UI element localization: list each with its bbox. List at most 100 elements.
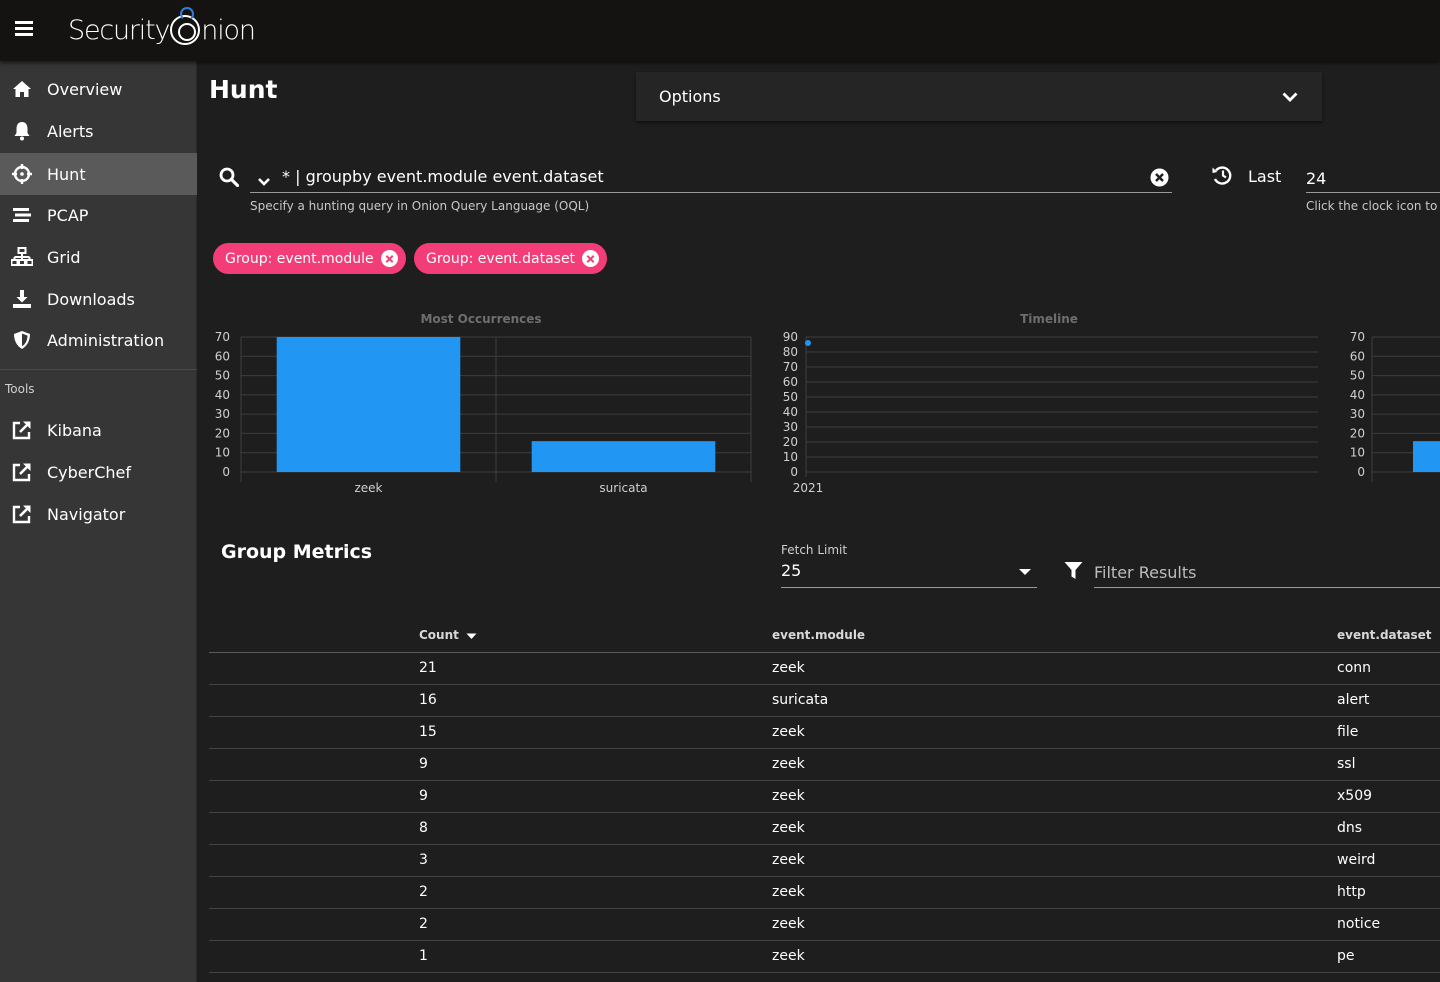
sidebar-item-overview[interactable]: Overview — [0, 68, 197, 110]
cell-event-dataset: pe — [1337, 948, 1355, 964]
crosshairs-icon — [11, 163, 33, 185]
time-range-label: Last — [1248, 167, 1282, 186]
cell-count: 8 — [419, 820, 428, 836]
sidebar-item-label: Navigator — [47, 504, 126, 524]
caret-down-icon[interactable] — [1019, 569, 1031, 575]
sitemap-icon — [11, 246, 33, 268]
logo-onion-mark — [170, 7, 201, 45]
close-chip-icon[interactable] — [582, 250, 599, 267]
sidebar-item-label: CyberChef — [47, 462, 132, 482]
most-occurrences-chart-title: Most Occurrences — [420, 312, 542, 326]
group-chip-event-dataset[interactable]: Group: event.dataset — [414, 243, 607, 274]
filter-results-input[interactable] — [1094, 560, 1440, 584]
fetch-limit-select[interactable] — [781, 556, 1037, 588]
history-clock-icon[interactable] — [1211, 165, 1233, 189]
time-range-input[interactable] — [1306, 165, 1440, 191]
cell-event-module: zeek — [772, 916, 805, 932]
sidebar-item-hunt[interactable]: Hunt — [0, 153, 197, 195]
cell-event-module: zeek — [772, 884, 805, 900]
cell-count: 3 — [419, 852, 428, 868]
y-tick-label: 30 — [215, 407, 230, 421]
fetch-limit-label: Fetch Limit — [781, 543, 848, 557]
search-icon[interactable] — [219, 167, 240, 191]
close-chip-icon[interactable] — [381, 250, 398, 267]
sidebar-item-cyberchef[interactable]: CyberChef — [0, 451, 197, 493]
sidebar-item-label: Grid — [47, 247, 81, 267]
table-row[interactable]: 15 zeek file — [209, 717, 1440, 749]
sidebar-item-kibana[interactable]: Kibana — [0, 409, 197, 451]
sidebar-item-administration[interactable]: Administration — [0, 319, 197, 361]
column-header-label: Count — [419, 628, 459, 642]
y-tick-label: 50 — [783, 390, 798, 404]
sidebar-item-pcap[interactable]: PCAP — [0, 194, 197, 236]
page-title: Hunt — [209, 75, 278, 104]
cell-count: 2 — [419, 916, 428, 932]
sidebar-item-navigator[interactable]: Navigator — [0, 493, 197, 535]
timeline-point[interactable] — [805, 340, 811, 346]
cell-event-dataset: conn — [1337, 660, 1372, 676]
home-icon — [11, 78, 33, 100]
cell-count: 2 — [419, 884, 428, 900]
sidebar-item-alerts[interactable]: Alerts — [0, 110, 197, 152]
sidebar-item-label: Kibana — [47, 420, 102, 440]
menu-icon[interactable] — [15, 21, 35, 39]
column-header-event-dataset[interactable]: event.dataset — [1337, 628, 1432, 642]
chevron-down-icon — [1282, 88, 1298, 107]
y-tick-label: 70 — [215, 330, 230, 344]
query-input-underline — [250, 192, 1172, 193]
y-tick-label: 10 — [783, 450, 798, 464]
column-header-event-module[interactable]: event.module — [772, 628, 866, 642]
bell-icon — [11, 120, 33, 142]
table-row[interactable]: 2 zeek http — [209, 877, 1440, 909]
bar-zeek[interactable] — [276, 337, 461, 472]
table-row[interactable]: 1 zeek pe — [209, 941, 1440, 973]
table-row[interactable]: 21 zeek conn — [209, 653, 1440, 685]
y-tick-label: 70 — [1350, 330, 1365, 344]
group-metrics-title: Group Metrics — [221, 541, 373, 563]
table-row[interactable]: 3 zeek weird — [209, 845, 1440, 877]
security-onion-logo[interactable]: Security nion — [68, 6, 256, 54]
y-tick-label: 60 — [783, 375, 798, 389]
stream-icon — [11, 204, 33, 226]
chip-label: Group: event.module — [225, 250, 374, 267]
y-tick-label: 20 — [783, 435, 798, 449]
clear-query-icon[interactable] — [1150, 168, 1169, 191]
table-row[interactable]: 16 suricata alert — [209, 685, 1440, 717]
group-chip-event-module[interactable]: Group: event.module — [213, 243, 406, 274]
sidebar-item-label: PCAP — [47, 205, 89, 225]
bar-suricata[interactable] — [531, 441, 716, 472]
y-tick-label: 10 — [1350, 446, 1365, 460]
cell-event-module: zeek — [772, 820, 805, 836]
y-tick-label: 50 — [1350, 369, 1365, 383]
y-tick-label: 90 — [783, 330, 798, 344]
sidebar-item-label: Administration — [47, 330, 165, 350]
cell-event-module: zeek — [772, 788, 805, 804]
table-row[interactable]: 9 zeek ssl — [209, 749, 1440, 781]
column-header-count[interactable]: Count — [419, 628, 477, 643]
cell-count: 15 — [419, 724, 437, 740]
cell-count: 16 — [419, 692, 437, 708]
query-dropdown-chevron-icon[interactable] — [257, 172, 271, 191]
app-bar: Security nion — [0, 0, 1440, 61]
cell-event-dataset: x509 — [1337, 788, 1373, 804]
cell-event-module: zeek — [772, 756, 805, 772]
y-tick-label: 10 — [215, 446, 230, 460]
cell-event-dataset: http — [1337, 884, 1366, 900]
sidebar-item-label: Downloads — [47, 289, 135, 309]
y-tick-label: 20 — [1350, 426, 1365, 440]
hunt-query-input[interactable] — [282, 162, 1142, 190]
y-tick-label: 50 — [215, 369, 230, 383]
table-row[interactable]: 2 zeek notice — [209, 909, 1440, 941]
options-expansion-panel[interactable]: Options — [636, 72, 1322, 121]
x-tick-label: 2021 — [793, 481, 824, 495]
sidebar-item-downloads[interactable]: Downloads — [0, 278, 197, 320]
table-row[interactable]: 9 zeek x509 — [209, 781, 1440, 813]
sidebar-divider — [0, 369, 197, 370]
y-tick-label: 0 — [790, 465, 798, 479]
bar[interactable] — [1413, 441, 1440, 472]
timeline-chart-title: Timeline — [1020, 312, 1078, 326]
sidebar-item-grid[interactable]: Grid — [0, 236, 197, 278]
y-tick-label: 0 — [222, 465, 230, 479]
table-row[interactable]: 8 zeek dns — [209, 813, 1440, 845]
logo-text-left: Security — [68, 14, 170, 46]
